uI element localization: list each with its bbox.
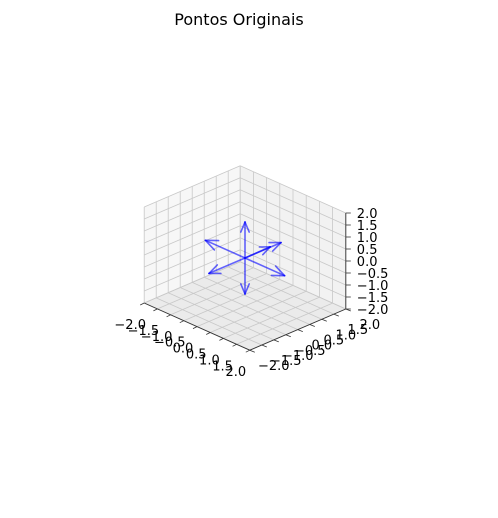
y-tick-mark-6 [322,319,327,321]
y-tick-mark-7 [334,314,339,316]
x-tick-mark-1 [153,309,157,311]
chart-title: Pontos Originais [174,10,303,29]
x-tick-mark-4 [193,327,197,329]
x-tick-mark-0 [140,303,144,305]
x-tick-mark-5 [206,333,210,335]
x-tick-mark-3 [180,321,184,323]
x-tick-mark-7 [233,344,237,346]
x-tick-label-8: 2.0 [225,365,246,380]
y-tick-mark-5 [310,324,315,326]
x-tick-mark-8 [246,350,250,352]
y-tick-label-8: 2.0 [359,318,380,333]
x-tick-mark-6 [219,338,223,340]
z-tick-label-8: 2.0 [357,207,378,222]
y-tick-mark-4 [298,330,303,332]
y-tick-mark-0 [250,350,255,352]
y-tick-mark-2 [274,340,279,342]
y-tick-mark-1 [262,345,267,347]
x-tick-mark-2 [167,315,171,317]
y-tick-mark-3 [286,335,291,337]
